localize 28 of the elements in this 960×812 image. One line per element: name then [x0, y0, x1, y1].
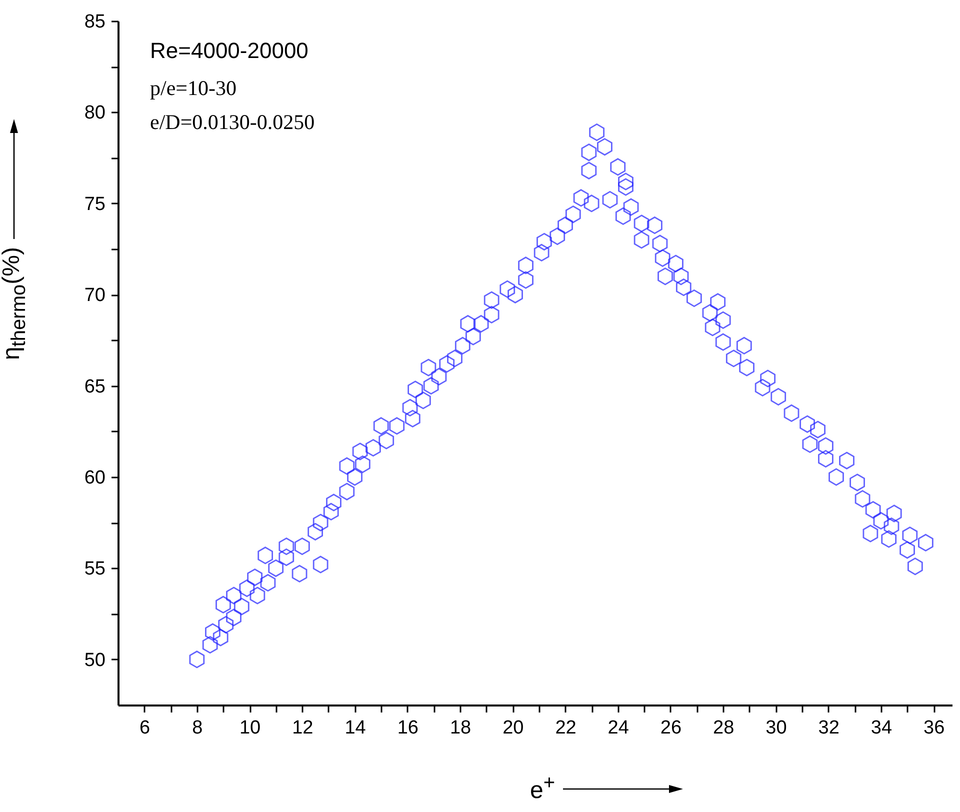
- x-tick-label: 20: [502, 718, 524, 738]
- y-tick-label: 70: [84, 285, 106, 306]
- annotation: Re=4000-20000: [150, 38, 308, 64]
- x-tick-label: 34: [870, 718, 892, 738]
- x-tick-label: 22: [555, 718, 576, 738]
- y-tick-label: 55: [84, 558, 106, 580]
- x-tick-label: 6: [140, 718, 150, 738]
- x-tick-label: 14: [344, 718, 366, 738]
- x-tick-label: 8: [192, 718, 203, 738]
- x-tick-label: 26: [660, 718, 682, 738]
- x-tick-label: 32: [818, 718, 840, 738]
- x-tick-label: 28: [713, 718, 734, 738]
- annotation: p/e=10-30: [150, 76, 236, 101]
- y-tick-label: 75: [84, 194, 106, 215]
- x-tick-label: 30: [766, 718, 787, 738]
- x-tick-label: 12: [292, 718, 314, 738]
- x-tick-label: 16: [397, 718, 418, 738]
- y-tick-label: 80: [84, 102, 106, 124]
- x-tick-label: 36: [924, 718, 945, 738]
- y-tick-label: 50: [84, 650, 106, 671]
- x-tick-label: 10: [239, 718, 261, 738]
- y-tick-label: 65: [84, 376, 106, 398]
- y-tick-label: 60: [84, 468, 106, 488]
- annotation: e/D=0.0130-0.0250: [150, 110, 315, 135]
- x-axis-title: e$^{+}$: [530, 772, 556, 805]
- y-tick-label: 85: [84, 12, 106, 32]
- x-tick-label: 24: [608, 718, 630, 738]
- x-tick-label: 18: [450, 718, 472, 738]
